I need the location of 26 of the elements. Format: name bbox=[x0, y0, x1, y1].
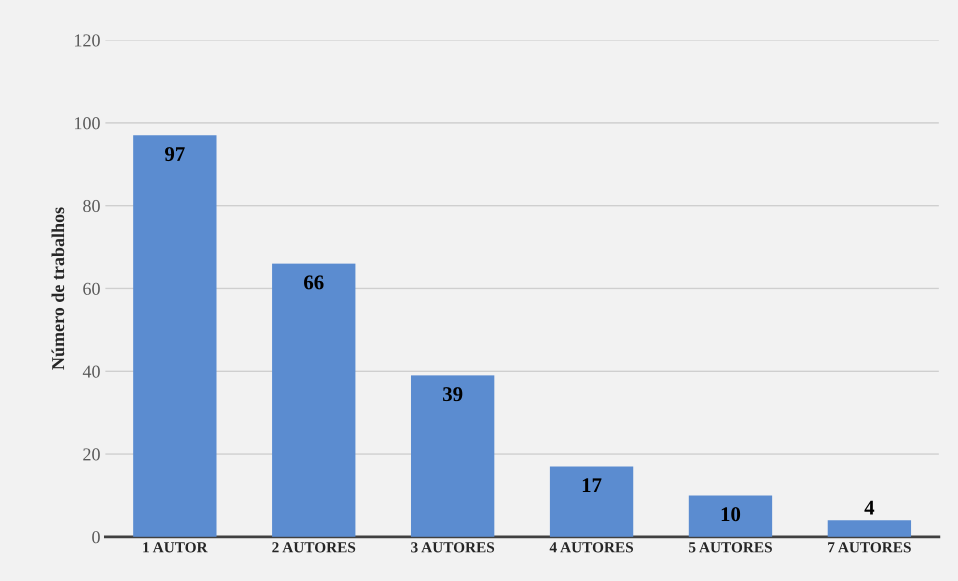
y-tick-label: 100 bbox=[75, 117, 100, 130]
data-label: 66 bbox=[304, 275, 324, 290]
y-tick-label: 120 bbox=[75, 34, 100, 47]
x-tick-label: 7 AUTORES bbox=[828, 542, 911, 552]
y-tick-label: 80 bbox=[83, 200, 100, 212]
y-tick-label: 20 bbox=[83, 448, 100, 460]
bar bbox=[272, 264, 356, 537]
data-label: 10 bbox=[722, 507, 740, 522]
x-tick-label: 4 AUTORES bbox=[550, 542, 634, 552]
x-tick-label: 2 AUTORES bbox=[272, 542, 356, 552]
y-tick-label: 0 bbox=[92, 531, 100, 544]
data-label: 17 bbox=[582, 478, 602, 492]
x-tick-label: 5 AUTORES bbox=[688, 542, 772, 552]
data-label: 4 bbox=[864, 500, 874, 514]
y-tick-label: 40 bbox=[82, 366, 100, 378]
y-axis-title: Número de trabalhos bbox=[51, 207, 64, 370]
bar bbox=[410, 375, 494, 537]
data-label: 97 bbox=[164, 147, 185, 162]
bar bbox=[550, 466, 634, 537]
data-label: 39 bbox=[443, 387, 462, 402]
x-tick-label: 1 AUTOR bbox=[143, 542, 208, 552]
bar bbox=[133, 135, 217, 537]
bar bbox=[688, 495, 772, 537]
x-tick-label: 3 AUTORES bbox=[411, 542, 494, 552]
y-tick-label: 60 bbox=[83, 282, 100, 295]
bar bbox=[828, 520, 912, 537]
